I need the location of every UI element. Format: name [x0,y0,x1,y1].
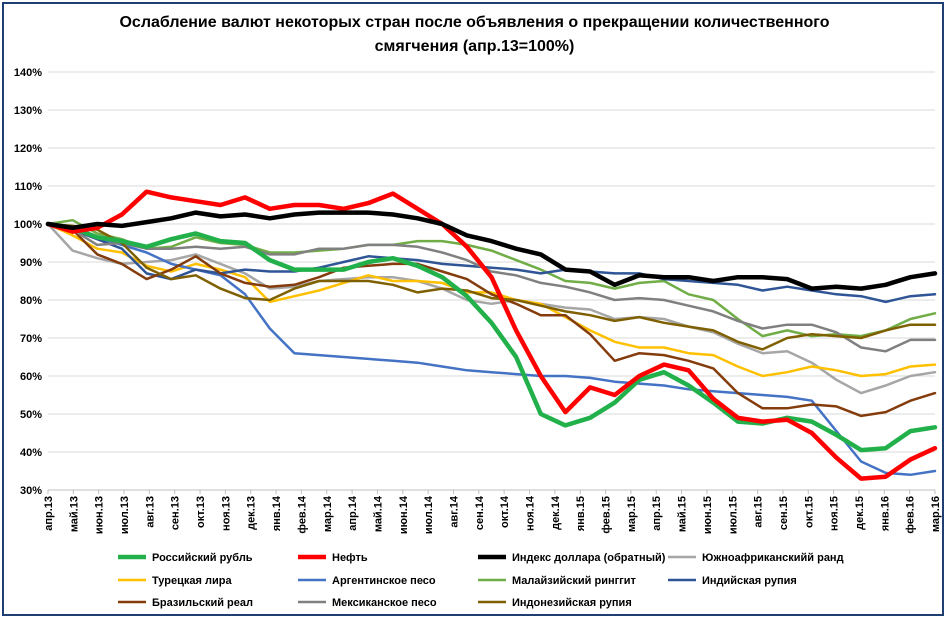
y-tick-label: 110% [14,181,42,193]
y-tick-label: 50% [20,409,42,421]
legend-label: Индийская рупия [702,575,797,587]
legend-label: Индонезийская рупия [512,597,632,609]
x-tick-label: июл.15 [727,496,739,534]
x-tick-label: апр.14 [347,495,359,531]
x-tick-label: фев.15 [601,496,613,534]
x-axis: апр.13 май.13 июн.13 июл.13 авг.13 сен.13 окт.… [43,489,942,534]
x-tick-label: дек.15 [854,496,866,530]
x-tick-label: май.15 [677,496,689,532]
y-tick-label: 40% [20,447,42,459]
x-tick-label: июн.15 [702,496,714,534]
x-tick-label: янв.14 [271,495,283,531]
x-tick-label: ноя.13 [220,496,232,531]
x-tick-label: мар.16 [930,496,942,532]
x-tick-label: апр.15 [651,496,663,531]
legend-label: Мексиканское песо [332,597,437,609]
legend-label: Турецкая лира [152,575,232,587]
series-line-9 [46,222,937,353]
legend: Российский рубль Нефть Индекс доллара (обр… [118,552,844,609]
x-tick-label: дек.14 [550,495,562,530]
x-tick-label: янв.16 [879,496,891,531]
y-tick-label: 90% [20,257,42,269]
x-tick-label: мар.14 [322,495,334,532]
x-tick-label: мар.15 [626,496,638,532]
legend-label: Бразильский реал [152,597,253,609]
legend-label: Аргентинское песо [332,575,436,587]
legend-label: Малайзийский ринггит [512,575,637,587]
x-tick-label: фев.16 [905,496,917,534]
x-tick-label: сен.15 [778,496,790,530]
y-tick-label: 120% [14,143,42,155]
x-tick-label: фев.14 [296,495,308,534]
series-line-10 [46,222,937,351]
chart-title-line-1: Ослабление валют некоторых стран после о… [119,14,830,31]
x-tick-label: ноя.15 [829,496,841,531]
chart-title-line-2: смягчения (апр.13=100%) [374,38,575,55]
series-line-3 [46,222,937,395]
y-tick-label: 30% [20,485,42,497]
x-tick-label: апр.13 [43,496,55,531]
x-tick-label: окт.14 [499,495,511,528]
series-line-8 [46,222,937,418]
x-tick-label: ноя.14 [525,495,537,531]
x-tick-label: сен.14 [474,495,486,530]
x-tick-label: июл.14 [423,495,435,534]
series-line-6 [46,218,937,338]
legend-label: Индекс доллара (обратный) [512,552,666,564]
y-tick-label: 80% [20,295,42,307]
x-tick-label: июн.13 [94,496,106,534]
x-tick-label: май.14 [372,495,384,532]
y-tick-label: 130% [14,105,42,117]
x-tick-label: авг.14 [448,495,460,528]
series-line-7 [46,222,937,304]
y-tick-label: 60% [20,371,42,383]
y-axis: 30% 40% 50% 60% 70% 80% 90% 100% 110% 120% 130% 140… [14,67,42,497]
x-tick-label: авг.13 [144,496,156,528]
legend-label: Нефть [332,552,368,564]
series-line-1 [45,189,938,481]
legend-label: Российский рубль [152,552,253,564]
y-tick-label: 100% [14,219,42,231]
x-tick-label: сен.13 [170,496,182,530]
series-lines [45,189,938,481]
y-tick-label: 70% [20,333,42,345]
x-tick-label: окт.13 [195,496,207,528]
x-tick-label: янв.15 [575,496,587,531]
x-tick-label: июн.14 [398,495,410,534]
y-tick-label: 140% [14,67,42,79]
series-line-4 [46,222,937,378]
x-tick-label: июл.13 [119,496,131,534]
x-tick-label: дек.13 [246,496,258,530]
legend-label: Южноафриканскийй ранд [702,552,844,564]
x-tick-label: окт.15 [803,496,815,528]
series-line-2 [45,210,938,291]
x-tick-label: авг.15 [753,496,765,528]
x-tick-label: май.13 [68,496,80,532]
